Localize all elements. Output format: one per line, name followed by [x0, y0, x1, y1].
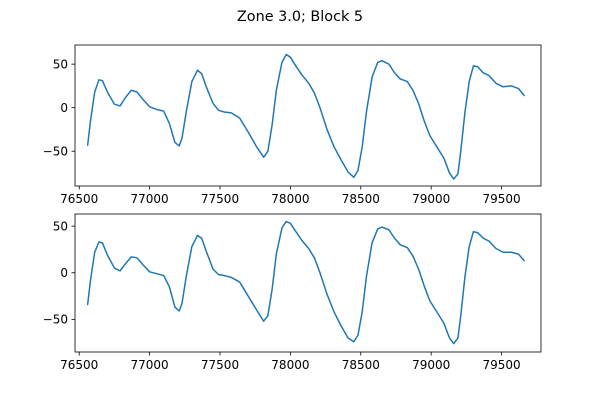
bottom-xtick-label: 77000: [131, 358, 169, 372]
top-ytick-label: −50: [43, 144, 68, 158]
top-xtick-label: 79500: [482, 192, 520, 206]
top-xtick-label: 77000: [131, 192, 169, 206]
bottom-ytick-label: 0: [60, 266, 68, 280]
top-series-line-0: [86, 53, 525, 180]
figure-title: Zone 3.0; Block 5: [237, 9, 363, 25]
subplot-top: 76500 77000 77500 78000 78500 79000 79500 −50 0 5…: [43, 44, 542, 206]
top-ytick-label: 0: [60, 101, 68, 115]
bottom-xtick-label: 79000: [412, 358, 450, 372]
bottom-ytick-label: −50: [43, 313, 68, 327]
bottom-series-line-0: [86, 220, 525, 345]
bottom-xtick-label: 78500: [342, 358, 380, 372]
top-axes-frame: [74, 44, 542, 187]
top-xtick-label: 76500: [60, 192, 98, 206]
bottom-xtick-label: 79500: [482, 358, 520, 372]
top-xtick-label: 79000: [412, 192, 450, 206]
top-xtick-label: 78500: [342, 192, 380, 206]
bottom-axes-frame: [74, 213, 542, 353]
subplot-bottom: 76500 77000 77500 78000 78500 79000 79500 −50 0 5…: [43, 213, 542, 372]
top-ytick-label: 50: [53, 57, 68, 71]
bottom-xtick-label: 78000: [271, 358, 309, 372]
top-xtick-label: 78000: [271, 192, 309, 206]
top-xtick-label: 77500: [201, 192, 239, 206]
bottom-xtick-label: 76500: [60, 358, 98, 372]
bottom-xtick-label: 77500: [201, 358, 239, 372]
bottom-ytick-label: 50: [53, 219, 68, 233]
